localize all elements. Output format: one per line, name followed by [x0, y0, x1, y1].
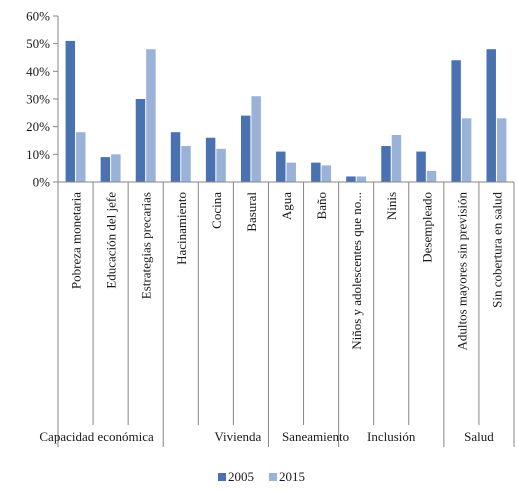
category-label: Pobreza monetaria: [69, 192, 84, 289]
bar-2015-12: [461, 118, 472, 182]
group-label: Inclusión: [367, 429, 416, 444]
category-label: Educación del jefe: [104, 192, 119, 289]
bar-2005-13: [486, 49, 496, 183]
category-label: Adultos mayores sin previsión: [454, 192, 469, 351]
category-label: Hacinamiento: [174, 192, 189, 265]
bar-2015-3: [146, 49, 156, 183]
category-label: Estrategias precarias: [139, 192, 154, 299]
category-label: Basural: [244, 192, 259, 232]
bar-2005-10: [381, 146, 391, 182]
bar-2005-5: [205, 137, 216, 182]
bar-2015-2: [111, 154, 121, 182]
bars: [65, 40, 507, 183]
legend-swatch-2005: [218, 473, 226, 481]
y-tick-label: 30%: [26, 92, 50, 107]
bar-2015-6: [251, 96, 261, 182]
bar-2015-9: [356, 176, 367, 182]
category-label: Sin cobertura en salud: [489, 192, 504, 308]
group-label: Saneamiento: [282, 429, 349, 444]
bar-2005-1: [65, 40, 76, 183]
y-tick-label: 10%: [26, 147, 50, 162]
y-tick-label: 40%: [26, 64, 50, 79]
group-label: Vivienda: [214, 429, 261, 444]
category-label: Desempleado: [419, 192, 434, 263]
y-tick-label: 50%: [26, 36, 50, 51]
category-label: Niños y adolescentes que no...: [349, 192, 364, 350]
bar-2005-6: [240, 115, 251, 182]
bar-2005-11: [416, 151, 426, 182]
group-label: Capacidad económica: [39, 429, 154, 444]
bar-2015-4: [181, 146, 191, 182]
y-tick-label: 60%: [26, 9, 50, 24]
bar-2015-10: [391, 134, 402, 182]
y-tick-label: 0%: [33, 175, 51, 190]
y-axis: 0% 10% 20% 30% 40% 50% 60%: [26, 9, 59, 190]
bar-2005-8: [311, 162, 321, 182]
bar-2005-3: [135, 99, 146, 182]
category-label: Ninis: [384, 192, 399, 220]
bar-2005-9: [346, 176, 356, 182]
group-label: Salud: [464, 429, 494, 444]
legend-swatch-2015: [269, 473, 277, 481]
x-axis: Pobreza monetaria Educación del jefe Estra…: [39, 181, 515, 447]
category-label: Cocina: [209, 192, 224, 229]
bar-2015-11: [426, 170, 437, 182]
category-label: Baño: [314, 192, 329, 219]
legend-label: 2005: [228, 469, 254, 484]
bar-2005-2: [100, 157, 111, 182]
bar-2015-7: [286, 162, 296, 182]
bar-2005-4: [170, 132, 181, 182]
legend-label: 2015: [279, 469, 305, 484]
bar-2015-5: [216, 148, 226, 182]
legend: 2005 2015: [218, 469, 305, 484]
bar-2015-13: [496, 118, 507, 182]
bar-2005-7: [276, 151, 286, 182]
category-label: Agua: [279, 192, 294, 220]
bar-2015-1: [76, 132, 86, 182]
bar-2005-12: [451, 60, 461, 183]
bar-2015-8: [321, 165, 332, 182]
y-tick-label: 20%: [26, 119, 50, 134]
